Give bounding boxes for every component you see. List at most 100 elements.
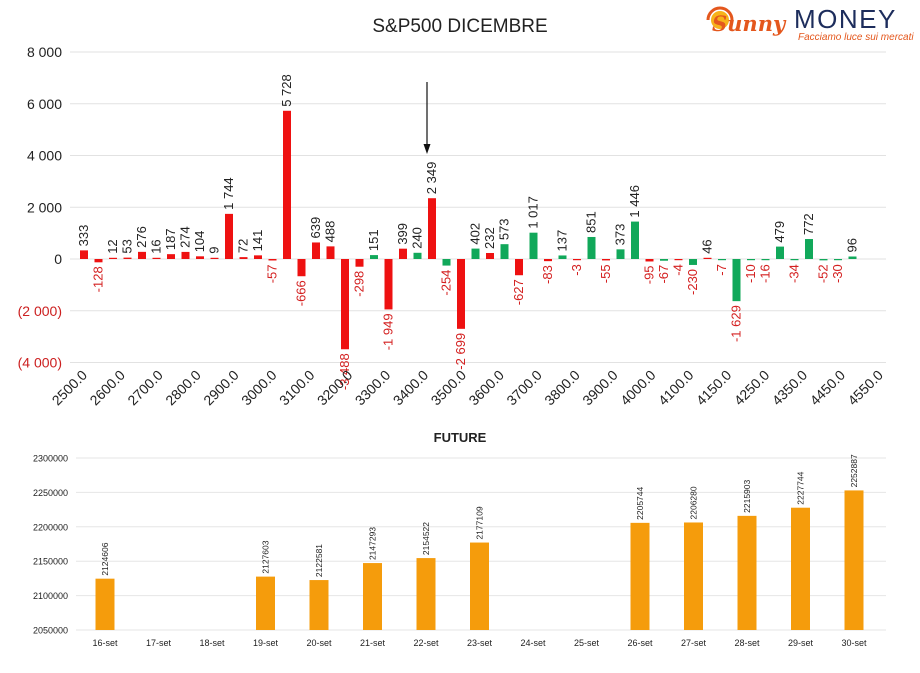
- bar: [326, 246, 335, 259]
- bar: [761, 259, 770, 261]
- x-tick-label: 30-set: [841, 638, 867, 648]
- data-label: 373: [613, 224, 628, 246]
- data-label: 104: [192, 231, 207, 253]
- bar: [355, 259, 364, 267]
- data-label: 333: [76, 225, 91, 247]
- bar: [805, 239, 813, 259]
- bar: [283, 110, 291, 260]
- data-label: 46: [700, 239, 715, 253]
- x-tick-label: 29-set: [788, 638, 814, 648]
- bar: [834, 259, 842, 261]
- bar: [268, 259, 277, 261]
- bar: [573, 259, 581, 261]
- x-tick-label: 3700.0: [503, 367, 545, 409]
- bar: [94, 259, 103, 263]
- data-label: 2122581: [314, 544, 324, 577]
- bar: [471, 248, 480, 259]
- x-tick-label: 3000.0: [238, 367, 280, 409]
- bar: [848, 256, 857, 259]
- bar: [428, 198, 436, 259]
- bar: [844, 490, 864, 630]
- x-tick-label: 4450.0: [807, 367, 849, 409]
- bar: [515, 259, 523, 276]
- y-tick-label: (4 000): [18, 355, 62, 371]
- bar: [309, 580, 329, 630]
- bar: [413, 252, 422, 259]
- bar: [486, 252, 494, 259]
- bar: [587, 236, 596, 259]
- bar: [181, 251, 190, 259]
- data-label: 2147293: [368, 527, 378, 560]
- y-tick-label: 2250000: [33, 488, 68, 498]
- data-label: 9: [207, 247, 222, 254]
- data-label: 573: [497, 218, 512, 240]
- data-label: 5 728: [279, 74, 294, 107]
- x-tick-label: 24-set: [520, 638, 546, 648]
- bar: [529, 232, 538, 259]
- data-label: 399: [395, 223, 410, 245]
- bar: [544, 259, 552, 262]
- data-label: 2154522: [421, 522, 431, 555]
- y-tick-label: 2050000: [33, 626, 68, 636]
- data-label: 141: [250, 230, 265, 252]
- x-tick-label: 26-set: [627, 638, 653, 648]
- data-label: 2177109: [475, 506, 485, 539]
- bar: [684, 522, 703, 630]
- data-label: -627: [511, 279, 526, 305]
- bar: [80, 250, 88, 259]
- bar: [239, 257, 248, 259]
- data-label: -95: [642, 265, 657, 284]
- data-label: 96: [845, 238, 860, 252]
- data-label: 1 744: [221, 177, 236, 210]
- data-label: 151: [366, 229, 381, 251]
- data-label: -30: [830, 264, 845, 283]
- x-tick-label: 4100.0: [655, 367, 697, 409]
- top-chart: 8 000 6 000 4 000 2 000 0 (2 000) (4 000) 333 -1…: [18, 44, 887, 409]
- data-label: -298: [352, 271, 367, 297]
- data-label: -34: [787, 264, 802, 283]
- bar: [776, 246, 784, 259]
- bar: [341, 259, 349, 350]
- bar: [442, 259, 451, 266]
- bar: [138, 251, 146, 259]
- y-tick-label: 4 000: [27, 148, 62, 164]
- data-label: -666: [294, 280, 309, 306]
- data-label: 772: [801, 213, 816, 235]
- x-tick-label: 28-set: [734, 638, 760, 648]
- annotation-arrow-head: [423, 144, 431, 154]
- bar: [196, 256, 204, 259]
- data-label: -55: [598, 264, 613, 283]
- x-tick-label: 25-set: [574, 638, 600, 648]
- bar: [225, 213, 233, 259]
- sun-icon: [706, 6, 734, 29]
- logo-script-text: Sunny: [712, 11, 787, 36]
- y-tick-label: 2100000: [33, 591, 68, 601]
- x-tick-label: 18-set: [199, 638, 225, 648]
- x-tick-label: 27-set: [681, 638, 707, 648]
- bar: [399, 248, 407, 259]
- bar: [790, 259, 799, 261]
- data-label: 16: [149, 239, 164, 253]
- bar: [470, 542, 489, 630]
- y-tick-label: 2150000: [33, 557, 68, 567]
- x-tick-label: 4000.0: [617, 367, 659, 409]
- data-label: -230: [685, 269, 700, 295]
- logo-tagline: Facciamo luce sui mercati: [798, 32, 914, 43]
- y-tick-label: 2 000: [27, 199, 62, 215]
- bar: [256, 576, 275, 630]
- bar: [312, 242, 320, 259]
- bar: [123, 257, 132, 259]
- x-tick-label: 2800.0: [162, 367, 204, 409]
- bar: [732, 259, 741, 302]
- x-tick-label: 2600.0: [86, 367, 128, 409]
- bar: [660, 259, 668, 261]
- data-label: 2227744: [796, 471, 806, 504]
- data-label: 2215903: [742, 479, 752, 512]
- x-tick-label: 3400.0: [390, 367, 432, 409]
- data-label: 851: [584, 211, 599, 233]
- x-tick-label: 23-set: [467, 638, 493, 648]
- data-label: 2 349: [424, 162, 439, 195]
- x-tick-label: 4350.0: [769, 367, 811, 409]
- y-tick-label: (2 000): [18, 303, 62, 319]
- y-tick-label: 2300000: [33, 454, 68, 464]
